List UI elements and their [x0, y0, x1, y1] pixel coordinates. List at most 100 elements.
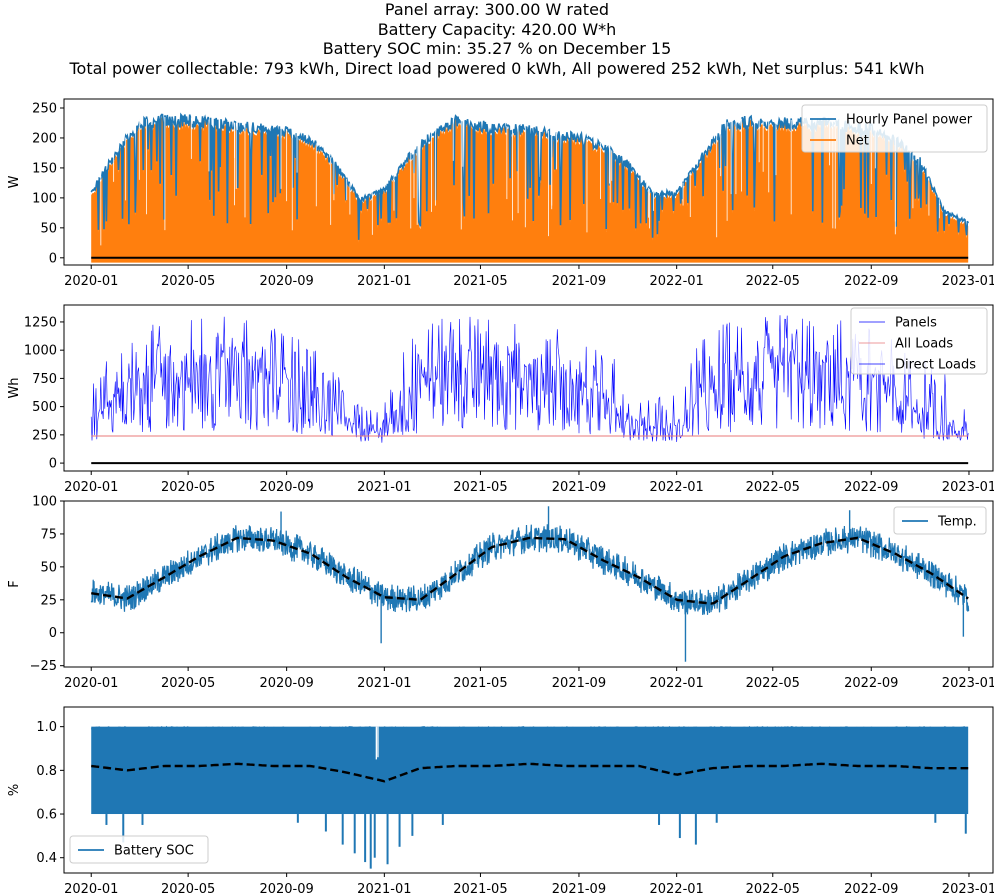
x-tick-label: 2021-05	[453, 882, 507, 893]
x-tick-label: 2021-01	[357, 274, 411, 289]
x-tick-label: 2023-01	[942, 480, 994, 495]
title-line-panel-array: Panel array: 300.00 W rated	[384, 0, 610, 19]
y-tick-label: 0	[49, 251, 57, 266]
x-tick-label: 2021-01	[357, 480, 411, 495]
x-tick-label: 2020-09	[259, 676, 313, 691]
x-tick-label: 2021-01	[357, 882, 411, 893]
plot-background	[64, 305, 993, 471]
y-axis-label: F	[7, 580, 22, 587]
legend-label: Battery SOC	[114, 844, 194, 859]
legend-box	[893, 506, 987, 535]
y-tick-label: 1.0	[36, 720, 57, 735]
y-tick-label: 25	[40, 593, 57, 608]
figure-title: Panel array: 300.00 W rated Battery Capa…	[0, 0, 994, 78]
series-net	[91, 117, 969, 263]
y-tick-label: 0.6	[36, 808, 57, 823]
x-tick-label: 2023-01	[942, 882, 994, 893]
x-tick-label: 2022-05	[746, 882, 800, 893]
x-tick-label: 2022-05	[746, 676, 800, 691]
y-tick-label: 75	[40, 527, 57, 542]
y-tick-label: 0	[49, 457, 57, 472]
x-tick-label: 2020-05	[161, 882, 215, 893]
legend-box	[801, 104, 988, 153]
y-tick-label: 0.8	[36, 764, 57, 779]
series-battery-soc-top	[90, 725, 968, 731]
title-line-battery-soc-min: Battery SOC min: 35.27 % on December 15	[322, 39, 672, 58]
axes-frame	[63, 500, 994, 668]
x-tick-label: 2022-09	[844, 274, 898, 289]
x-tick-label: 2022-01	[649, 676, 703, 691]
x-tick-label: 2022-09	[844, 480, 898, 495]
y-tick-label: 50	[40, 560, 57, 575]
x-tick-label: 2023-01	[942, 274, 994, 289]
y-axis-label: W	[7, 175, 22, 188]
series-battery-soc-band	[91, 726, 969, 815]
x-tick-label: 2020-09	[259, 480, 313, 495]
y-tick-label: 200	[32, 131, 57, 146]
x-tick-label: 2020-09	[259, 274, 313, 289]
legend-box	[69, 835, 209, 864]
y-tick-label: 100	[32, 495, 57, 510]
x-tick-label: 2022-05	[746, 274, 800, 289]
series-hourly-panel-power	[90, 112, 969, 240]
y-axis-label: Wh	[7, 377, 22, 398]
title-line-battery-capacity: Battery Capacity: 420.00 W*h	[377, 19, 617, 39]
title-line-power-summary: Total power collectable: 793 kWh, Direct…	[69, 58, 925, 78]
x-tick-label: 2021-09	[552, 480, 606, 495]
y-tick-label: 0	[49, 626, 57, 641]
legend-label: Hourly Panel power	[846, 113, 973, 128]
x-tick-label: 2021-09	[552, 676, 606, 691]
legend-label: Panels	[895, 316, 937, 331]
x-tick-label: 2020-01	[64, 676, 118, 691]
y-axis-label: %	[7, 784, 22, 796]
series-temp-trend	[91, 536, 969, 605]
x-tick-label: 2021-05	[453, 274, 507, 289]
y-tick-label: 1250	[24, 315, 57, 330]
x-tick-label: 2020-01	[64, 480, 118, 495]
x-tick-label: 2020-05	[161, 480, 215, 495]
y-tick-label: −25	[30, 659, 57, 674]
x-tick-label: 2022-01	[649, 274, 703, 289]
y-tick-label: 100	[32, 191, 57, 206]
series-soc-trend	[91, 762, 969, 783]
axes-frame	[63, 706, 994, 874]
y-tick-label: 1000	[24, 344, 57, 359]
y-tick-label: 50	[40, 221, 57, 236]
y-tick-label: 250	[32, 428, 57, 443]
x-tick-label: 2020-01	[64, 274, 118, 289]
x-tick-label: 2022-01	[649, 882, 703, 893]
y-tick-label: 250	[32, 101, 57, 116]
plot-background	[64, 501, 993, 667]
x-tick-label: 2022-05	[746, 480, 800, 495]
x-tick-label: 2021-09	[552, 882, 606, 893]
legend-label: All Loads	[895, 337, 953, 352]
x-tick-label: 2021-05	[453, 676, 507, 691]
legend-box	[850, 307, 988, 375]
x-tick-label: 2023-01	[942, 676, 994, 691]
legend-label: Direct Loads	[895, 358, 976, 373]
y-tick-label: 750	[32, 372, 57, 387]
panel-daily_energy: 0 250 500 750 1000 1250 2020-01 2020-05 2020-09 2…	[7, 304, 994, 495]
panel-battery_soc: 0.4 0.6 0.8 1.0 2020-01 2020-05 2020-09 2021-01…	[7, 706, 994, 893]
axes-frame	[63, 304, 994, 472]
axes-frame	[63, 98, 994, 266]
y-tick-label: 500	[32, 400, 57, 415]
panel-temperature: −25 0 25 50 75 100 2020-01 2020-05 2020-09 2021-0…	[7, 495, 994, 692]
x-tick-label: 2020-09	[259, 882, 313, 893]
y-tick-label: 150	[32, 161, 57, 176]
x-tick-label: 2020-01	[64, 882, 118, 893]
x-tick-label: 2020-05	[161, 676, 215, 691]
series-panels	[90, 315, 969, 443]
series-temp	[90, 524, 970, 615]
x-tick-label: 2021-05	[453, 480, 507, 495]
x-tick-label: 2022-09	[844, 676, 898, 691]
x-tick-label: 2021-09	[552, 274, 606, 289]
x-tick-label: 2020-05	[161, 274, 215, 289]
legend-label: Net	[846, 134, 869, 149]
x-tick-label: 2022-01	[649, 480, 703, 495]
x-tick-label: 2022-09	[844, 882, 898, 893]
legend-label: Temp.	[937, 515, 977, 530]
x-tick-label: 2021-01	[357, 676, 411, 691]
y-tick-label: 0.4	[36, 851, 57, 866]
